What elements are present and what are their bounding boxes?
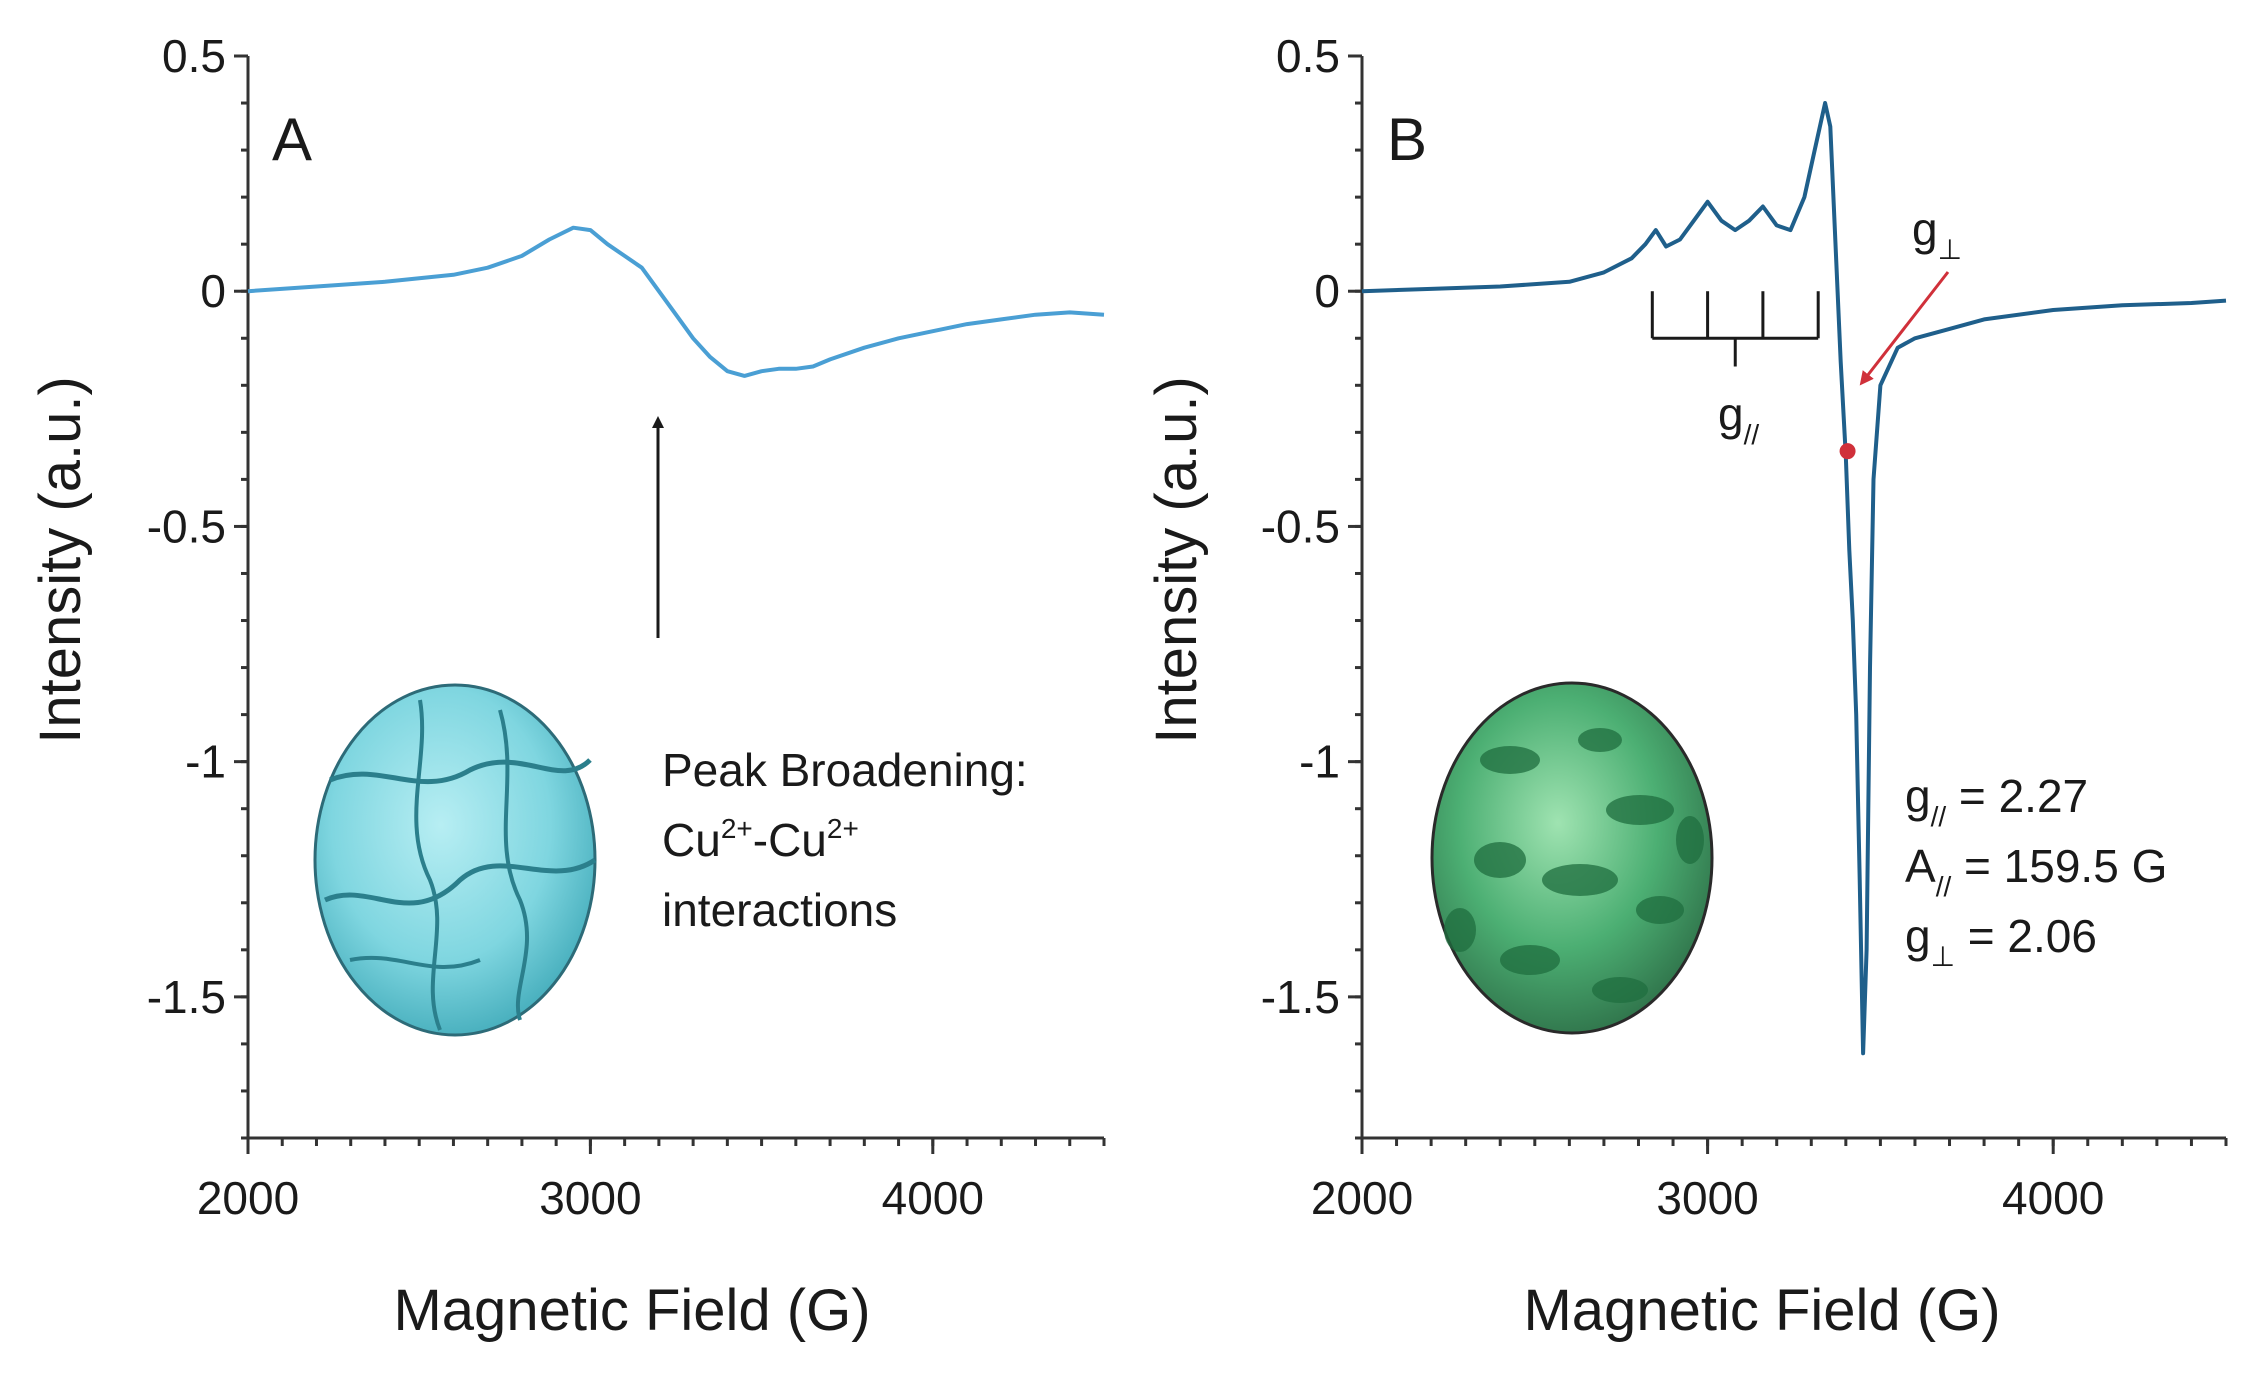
x-tick-label: 3000 [539, 1172, 641, 1224]
annotation-line-3: interactions [662, 884, 897, 936]
series-line [1361, 101, 2227, 1056]
y-tick-label: -1 [1299, 736, 1340, 788]
x-tick-label: 3000 [1656, 1172, 1758, 1224]
y-tick-label: -1.5 [147, 971, 226, 1023]
g-perp-marker [1839, 443, 1856, 460]
y-tick-label: 0 [200, 265, 226, 317]
panel-label-a: A [272, 106, 312, 173]
g-parallel-comb-label: g// [1718, 388, 1759, 450]
param-g-perp: g⊥ = 2.06 [1905, 910, 2097, 972]
y-tick-label: -1.5 [1261, 971, 1340, 1023]
series-line [247, 225, 1105, 378]
panel-a-series-layer [247, 225, 1105, 378]
y-tick-label: 0.5 [1276, 30, 1340, 82]
x-tick-label: 2000 [1311, 1172, 1413, 1224]
x-axis-title-a: Magnetic Field (G) [393, 1278, 870, 1343]
panel-a: A 0.5 0 -0.5 -1 -1.5 2000 3000 4000 Peak Broade… [28, 30, 1106, 1343]
panel-b-series-layer [1361, 101, 2227, 1056]
param-g-parallel: g// = 2.27 [1905, 770, 2088, 832]
panel-a-axes [246, 56, 1104, 1140]
x-tick-label: 2000 [197, 1172, 299, 1224]
panel-a-ticks: 0.5 0 -0.5 -1 -1.5 2000 3000 4000 [147, 30, 1106, 1224]
panel-label-b: B [1387, 106, 1427, 173]
x-tick-label: 4000 [882, 1172, 984, 1224]
annotation-line-2: Cu2+-Cu2+ [662, 813, 859, 866]
annotation-line-1: Peak Broadening: [662, 744, 1028, 796]
sample-photo-a [313, 683, 597, 1037]
y-tick-label: 0 [1314, 265, 1340, 317]
g-perp-label: g⊥ [1912, 203, 1962, 265]
panel-b: B 0.5 0 -0.5 -1 -1.5 2000 3000 4000 g// g⊥ [1144, 30, 2228, 1343]
panel-b-ticks: 0.5 0 -0.5 -1 -1.5 2000 3000 4000 [1261, 30, 2228, 1224]
param-a-parallel: A// = 159.5 G [1905, 840, 2167, 902]
y-tick-label: -0.5 [147, 500, 226, 552]
y-tick-label: -0.5 [1261, 500, 1340, 552]
y-axis-title-b: Intensity (a.u.) [1144, 376, 1209, 743]
x-tick-label: 4000 [2002, 1172, 2104, 1224]
y-axis-title-a: Intensity (a.u.) [28, 376, 93, 743]
y-tick-label: -1 [185, 736, 226, 788]
g-perp-arrow [1859, 271, 1950, 386]
hyperfine-comb [1650, 291, 1820, 367]
y-tick-label: 0.5 [162, 30, 226, 82]
panel-b-axes [1360, 56, 2226, 1140]
sample-photo-b [1430, 681, 1714, 1035]
x-axis-title-b: Magnetic Field (G) [1523, 1278, 2000, 1343]
